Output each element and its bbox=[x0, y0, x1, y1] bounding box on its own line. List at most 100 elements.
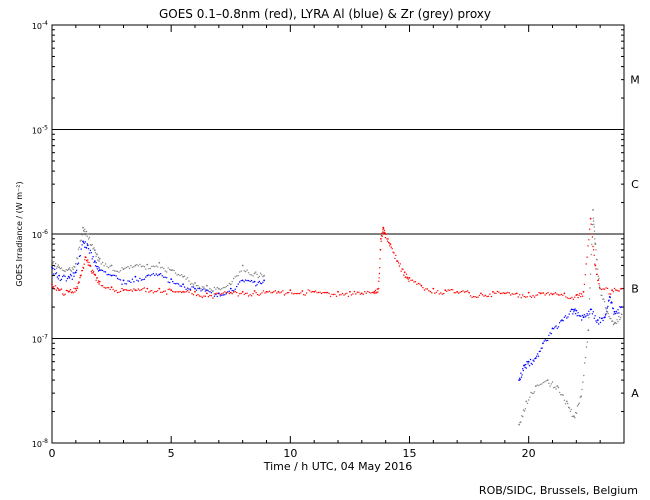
series-0-point bbox=[480, 292, 482, 295]
x-tick-label-2: 10 bbox=[283, 447, 297, 460]
series-0-point bbox=[360, 292, 363, 295]
series-0-dot bbox=[520, 297, 522, 299]
series-0-dot bbox=[554, 292, 557, 294]
series-0-dot bbox=[489, 293, 491, 295]
series-0-dot bbox=[463, 291, 466, 293]
series-1-point bbox=[596, 319, 599, 321]
series-2-dot bbox=[608, 315, 610, 318]
series-0-dot bbox=[353, 290, 356, 293]
series-0-dot bbox=[216, 292, 218, 294]
series-0-dot bbox=[434, 292, 436, 294]
series-0-dot bbox=[370, 292, 372, 294]
y-axis-label: GOES Irradiance / (W m⁻²) bbox=[15, 181, 24, 286]
series-0-dot bbox=[400, 270, 402, 272]
series-2-dot bbox=[553, 387, 555, 389]
series-2-dot bbox=[588, 317, 590, 319]
series-0-dot bbox=[350, 294, 353, 296]
series-0-dot bbox=[576, 293, 578, 296]
series-1-dot bbox=[81, 244, 83, 246]
series-2-point bbox=[263, 274, 265, 277]
series-1-dot bbox=[142, 278, 144, 281]
series-0-dot bbox=[322, 291, 324, 294]
series-1-dot bbox=[90, 252, 93, 254]
series-1-dot bbox=[185, 288, 187, 291]
series-1-point bbox=[518, 379, 520, 381]
series-1-dot bbox=[525, 367, 527, 369]
series-2-dot bbox=[584, 362, 586, 364]
series-0-dot bbox=[583, 283, 586, 286]
series-0-dot bbox=[173, 291, 175, 293]
series-2-dot bbox=[71, 267, 74, 269]
series-0-dot bbox=[273, 291, 275, 293]
series-2-dot bbox=[522, 415, 524, 418]
series-1-dot bbox=[97, 270, 100, 272]
series-1-dot bbox=[555, 325, 557, 327]
series-0-dot bbox=[172, 290, 174, 293]
series-2-dot bbox=[578, 402, 580, 404]
series-0-dot bbox=[458, 292, 460, 294]
series-0-point bbox=[289, 289, 292, 292]
series-1-dot bbox=[533, 360, 535, 362]
series-2-dot bbox=[142, 265, 144, 267]
series-0-dot bbox=[615, 289, 617, 291]
series-0-dot bbox=[484, 294, 487, 297]
series-1-dot bbox=[537, 355, 540, 357]
series-2-dot bbox=[601, 294, 603, 297]
series-0-point bbox=[582, 290, 585, 293]
series-1-dot bbox=[227, 291, 229, 293]
series-0-dot bbox=[405, 276, 407, 278]
series-2-dot bbox=[157, 266, 159, 268]
series-1-dot bbox=[52, 267, 54, 270]
series-2-point bbox=[573, 415, 575, 418]
series-0-point bbox=[396, 260, 399, 262]
series-0-dot bbox=[514, 293, 516, 295]
series-0-dot bbox=[80, 274, 82, 276]
series-0-dot bbox=[597, 279, 600, 281]
series-0-dot bbox=[52, 286, 54, 289]
series-0-dot bbox=[326, 291, 329, 294]
series-1-point bbox=[229, 287, 232, 290]
series-0-dot bbox=[286, 292, 289, 294]
series-0-dot bbox=[505, 292, 507, 294]
series-0-dot bbox=[264, 292, 266, 294]
series-0-dot bbox=[588, 239, 590, 241]
series-2-dot bbox=[589, 287, 591, 289]
series-2-dot bbox=[107, 267, 110, 269]
series-0-dot bbox=[335, 295, 338, 297]
series-0-dot bbox=[157, 290, 159, 292]
series-1-dot bbox=[76, 269, 78, 271]
series-2-dot bbox=[529, 396, 531, 398]
series-2-dot bbox=[541, 383, 543, 385]
series-1-dot bbox=[76, 263, 79, 265]
series-0-dot bbox=[602, 288, 604, 290]
series-0-dot bbox=[465, 290, 467, 293]
series-1-dot bbox=[569, 310, 572, 312]
series-0-dot bbox=[526, 296, 528, 298]
series-2-dot bbox=[592, 217, 594, 219]
series-0-dot bbox=[249, 294, 251, 296]
x-axis-label: Time / h UTC, 04 May 2016 bbox=[263, 460, 413, 473]
series-0-dot bbox=[107, 287, 110, 289]
series-0-dot bbox=[224, 291, 226, 293]
series-1-dot bbox=[532, 359, 534, 361]
series-0-dot bbox=[550, 292, 552, 295]
series-2-dot bbox=[523, 410, 526, 412]
series-0-dot bbox=[163, 290, 165, 293]
series-0-dot bbox=[556, 293, 558, 295]
series-1-dot bbox=[527, 363, 529, 365]
series-2-dot bbox=[586, 341, 589, 343]
series-2-dot bbox=[127, 265, 129, 268]
series-0-dot bbox=[81, 269, 84, 272]
series-1-dot bbox=[219, 295, 221, 297]
series-1-dot bbox=[618, 312, 620, 314]
series-0-dot bbox=[161, 291, 163, 293]
series-0-dot bbox=[525, 296, 527, 298]
series-1-dot bbox=[133, 281, 135, 283]
series-2-dot bbox=[250, 274, 253, 276]
series-1-dot bbox=[602, 319, 604, 322]
series-0-dot bbox=[429, 290, 432, 293]
series-1-dot bbox=[131, 278, 134, 280]
series-2-dot bbox=[192, 284, 195, 286]
series-2-point bbox=[194, 282, 196, 284]
series-2-dot bbox=[101, 261, 104, 264]
